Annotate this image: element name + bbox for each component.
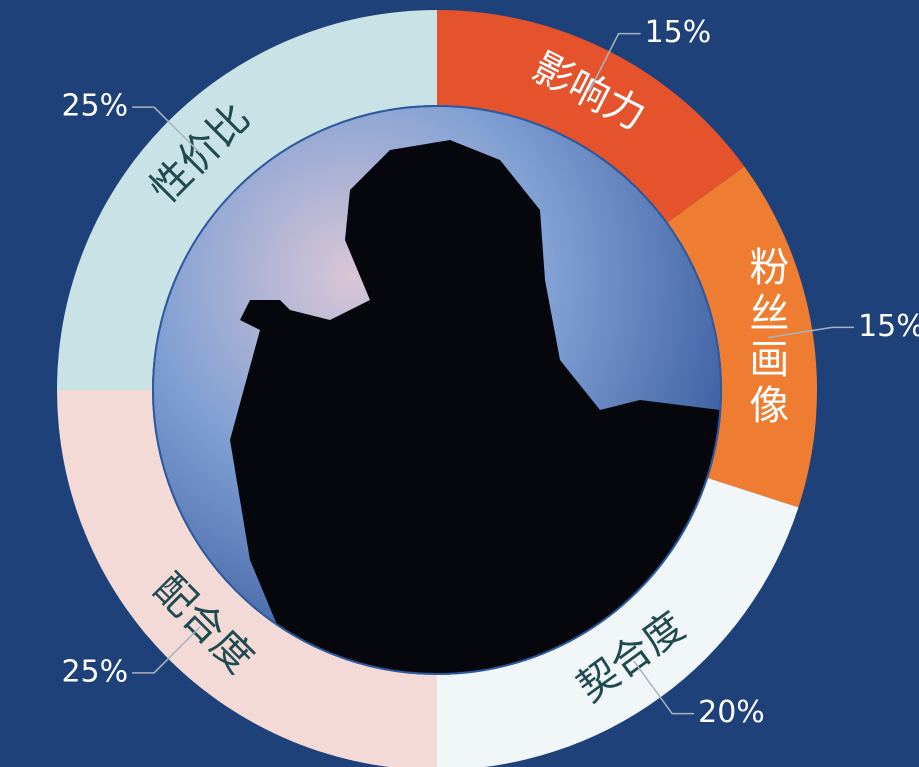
leader-line bbox=[633, 660, 695, 715]
leader-line bbox=[132, 626, 201, 674]
value-label: 25% bbox=[61, 654, 128, 689]
slice bbox=[57, 10, 437, 390]
leader-line bbox=[767, 326, 855, 339]
donut bbox=[57, 10, 818, 767]
photo-border bbox=[152, 105, 722, 675]
value-label: 15% bbox=[645, 15, 712, 50]
slice bbox=[667, 166, 818, 508]
slice bbox=[437, 10, 745, 223]
photo bbox=[153, 106, 721, 674]
slice bbox=[57, 390, 437, 767]
leader-line bbox=[132, 106, 201, 154]
category-label: 粉丝画像 bbox=[742, 246, 788, 430]
value-label: 15% bbox=[858, 309, 919, 344]
slice bbox=[437, 478, 799, 767]
value-label: 25% bbox=[61, 89, 128, 124]
leader-line bbox=[588, 32, 641, 92]
value-label: 20% bbox=[698, 695, 765, 730]
